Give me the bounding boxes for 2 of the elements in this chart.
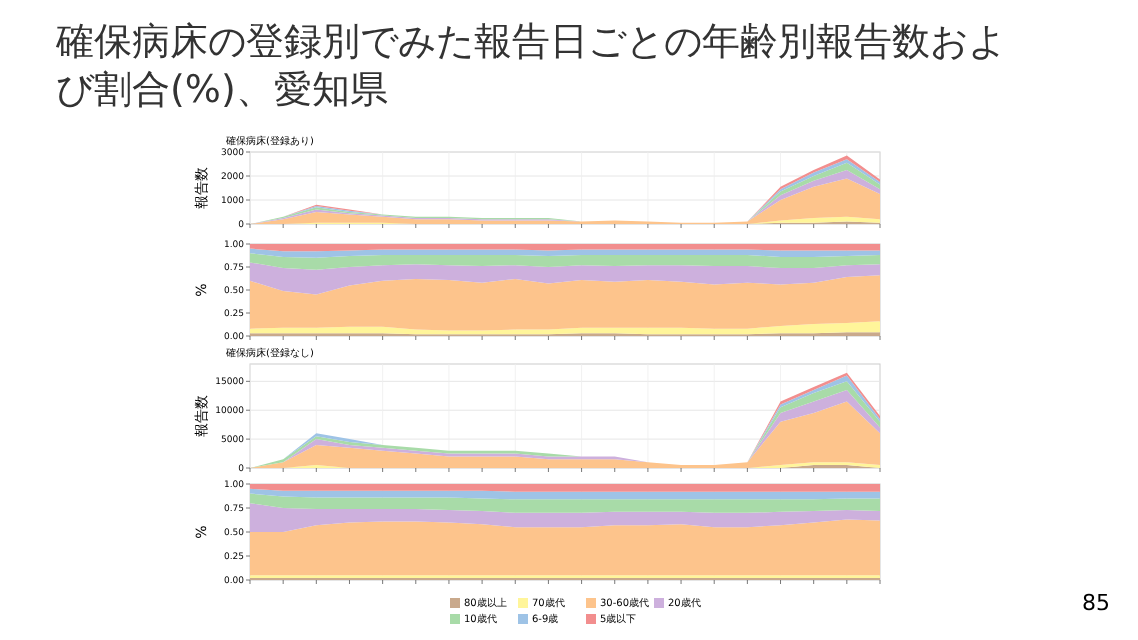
chart-title: 確保病床の登録別でみた報告日ごとの年齢別報告数および割合(%)、愛知県 (54, 20, 1006, 112)
text: 85 (1082, 590, 1110, 616)
